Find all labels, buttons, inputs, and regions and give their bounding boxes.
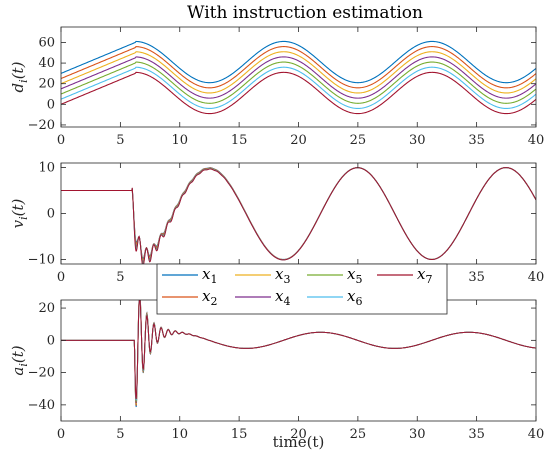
y-axis-label: di(t) — [9, 61, 30, 92]
legend-box — [156, 263, 448, 315]
y-tick-label: 0 — [47, 207, 55, 222]
plot-frame — [60, 299, 537, 422]
plot-frame — [60, 162, 537, 265]
y-axis-label: vi(t) — [9, 198, 30, 228]
plot-frame — [60, 26, 537, 128]
series-line-x5 — [61, 167, 536, 264]
x-tick-label: 15 — [231, 133, 248, 148]
series-line-x1 — [61, 167, 536, 260]
figure-title: With instruction estimation — [187, 3, 423, 23]
x-tick-label: 40 — [528, 133, 545, 148]
y-tick-label: −20 — [28, 118, 55, 133]
x-tick-label: 35 — [468, 133, 485, 148]
series-line-x2 — [61, 167, 536, 261]
panel-a: 0 5 10 15 20 25 30 35 40 −40 −20 0 20 ai(t) time(t) — [9, 299, 545, 451]
x-tick-label: 0 — [57, 133, 65, 148]
series-line-x4 — [61, 167, 536, 263]
series-line-x7 — [61, 167, 536, 264]
x-tick-label: 5 — [116, 133, 124, 148]
x-tick-label: 30 — [409, 427, 426, 442]
series-group — [61, 300, 536, 408]
series-line-x7 — [61, 300, 536, 400]
y-tick-label: 0 — [47, 97, 55, 112]
x-tick-label: 15 — [231, 427, 248, 442]
x-tick-label: 5 — [116, 427, 124, 442]
x-tick-label: 10 — [171, 133, 188, 148]
y-tick-label: 20 — [38, 77, 55, 92]
y-tick-label: −40 — [28, 398, 55, 413]
series-line-x2 — [61, 46, 536, 89]
x-tick-label: 0 — [57, 427, 65, 442]
x-tick-label: 35 — [468, 427, 485, 442]
y-tick-label: 10 — [38, 161, 55, 176]
series-line-x1 — [61, 40, 536, 84]
series-group — [61, 167, 536, 264]
x-tick-label: 10 — [171, 427, 188, 442]
x-axis-label: time(t) — [273, 433, 325, 451]
y-axis-label: ai(t) — [9, 345, 30, 375]
x-tick-label: 30 — [409, 133, 426, 148]
series-line-x5 — [61, 61, 536, 104]
x-tick-label: 40 — [528, 270, 545, 285]
x-tick-label: 5 — [116, 270, 124, 285]
series-line-x3 — [61, 167, 536, 262]
x-tick-label: 20 — [290, 133, 307, 148]
series-line-x3 — [61, 51, 536, 94]
x-tick-label: 40 — [528, 427, 545, 442]
x-tick-label: 25 — [350, 133, 367, 148]
x-tick-label: 25 — [350, 427, 367, 442]
y-tick-label: 40 — [38, 56, 55, 71]
y-tick-label: 0 — [47, 333, 55, 348]
y-tick-label: 20 — [38, 301, 55, 316]
y-tick-label: −20 — [28, 366, 55, 381]
y-tick-label: −10 — [28, 252, 55, 267]
x-tick-label: 0 — [57, 270, 65, 285]
x-tick-label: 20 — [290, 427, 307, 442]
x-tick-label: 35 — [468, 270, 485, 285]
series-line-x4 — [61, 56, 536, 99]
y-tick-label: 60 — [38, 35, 55, 50]
series-group — [61, 40, 536, 115]
series-line-x6 — [61, 66, 536, 109]
series-line-x7 — [61, 71, 536, 115]
